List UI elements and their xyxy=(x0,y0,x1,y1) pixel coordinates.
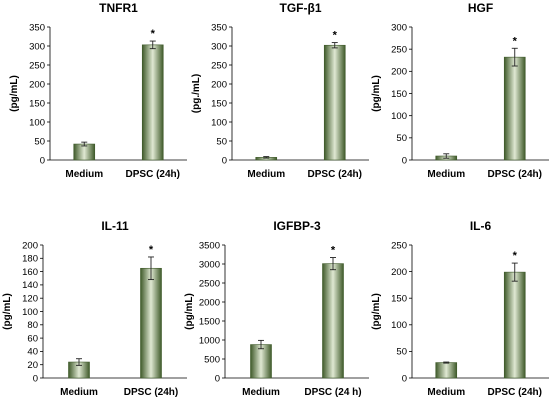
bar xyxy=(140,267,162,379)
y-tick-label: 100 xyxy=(391,111,407,122)
significance-marker: * xyxy=(513,35,518,47)
y-tick-label: 0 xyxy=(33,373,38,384)
y-tick-label: 2000 xyxy=(199,297,220,308)
category-label: Medium xyxy=(427,387,465,398)
y-tick-label: 100 xyxy=(211,117,227,128)
y-tick-label: 0 xyxy=(215,373,220,384)
chart-title: IL-11 xyxy=(101,219,129,233)
y-tick-label: 250 xyxy=(391,44,407,55)
y-tick-label: 300 xyxy=(211,41,227,52)
y-tick-label: 50 xyxy=(396,133,407,144)
category-label: DPSC (24h) xyxy=(488,387,542,398)
y-tick-label: 0 xyxy=(40,155,45,166)
chart-1: TNFR1 (pg/mL) 0 50 100 150 200 250 300 350 Medium *… xyxy=(9,1,187,180)
chart-title: IL-6 xyxy=(470,219,492,233)
y-tick-label: 40 xyxy=(27,347,38,358)
y-axis-label: (pg/mL) xyxy=(184,293,195,330)
chart-title: TNFR1 xyxy=(99,1,138,15)
chart-5: IGFBP-3 (pg/mL) 0 500 1000 1500 2000 2500 3000 35… xyxy=(184,219,369,398)
y-tick-label: 350 xyxy=(29,22,45,33)
category-label: Medium xyxy=(427,169,465,180)
category-label: Medium xyxy=(60,387,98,398)
y-tick-label: 100 xyxy=(391,320,407,331)
chart-4: IL-11 (pg/mL) 0 20 40 60 80 100 120 140 160 180 200 M… xyxy=(2,219,187,398)
significance-marker: * xyxy=(331,245,336,257)
y-tick-label: 50 xyxy=(34,136,45,147)
bar xyxy=(73,143,96,161)
y-tick-label: 200 xyxy=(211,79,227,90)
y-tick-label: 150 xyxy=(391,89,407,100)
category-label: Medium xyxy=(242,387,280,398)
chart-2: TGF-β1 (pg./mL) 0 50 100 150 200 250 300 350 Mediu… xyxy=(191,1,369,180)
y-tick-label: 250 xyxy=(391,240,407,251)
significance-marker: * xyxy=(151,28,156,40)
category-label: DPSC (24h) xyxy=(308,169,362,180)
y-tick-label: 80 xyxy=(27,320,38,331)
y-tick-label: 500 xyxy=(204,354,220,365)
chart-title: HGF xyxy=(468,1,493,15)
bar xyxy=(435,362,458,379)
category-label: DPSC (24h) xyxy=(488,169,542,180)
bar xyxy=(503,271,526,379)
y-tick-label: 200 xyxy=(391,267,407,278)
y-tick-label: 200 xyxy=(29,79,45,90)
y-tick-label: 60 xyxy=(27,333,38,344)
y-tick-label: 150 xyxy=(391,294,407,305)
y-tick-label: 350 xyxy=(211,22,227,33)
chart-3: HGF (pg/mL) 0 50 100 150 200 250 300 Medium * DPSC … xyxy=(371,1,549,180)
y-tick-label: 250 xyxy=(29,60,45,71)
category-label: DPSC (24h) xyxy=(124,387,178,398)
y-tick-label: 2500 xyxy=(199,278,220,289)
y-tick-label: 1500 xyxy=(199,316,220,327)
y-tick-label: 1000 xyxy=(199,335,220,346)
y-axis-label: (pg/mL) xyxy=(9,75,20,112)
chart-6: IL-6 (pg/mL) 0 50 100 150 200 250 Medium * DPSC (2… xyxy=(371,219,549,398)
y-tick-label: 20 xyxy=(27,360,38,371)
category-label: Medium xyxy=(247,169,285,180)
y-tick-label: 160 xyxy=(22,267,38,278)
y-tick-label: 120 xyxy=(22,294,38,305)
y-axis-label: (pg/mL) xyxy=(2,293,13,330)
y-tick-label: 300 xyxy=(29,41,45,52)
y-axis-label: (pg./mL) xyxy=(191,74,202,113)
y-tick-label: 100 xyxy=(22,307,38,318)
y-tick-label: 3000 xyxy=(199,259,220,270)
y-axis-label: (pg/mL) xyxy=(371,293,382,330)
y-tick-label: 180 xyxy=(22,254,38,265)
category-label: Medium xyxy=(65,169,103,180)
bar xyxy=(503,56,526,161)
bar xyxy=(250,344,272,379)
bar xyxy=(323,44,346,161)
y-axis-label: (pg/mL) xyxy=(371,75,382,112)
y-tick-label: 250 xyxy=(211,60,227,71)
y-tick-label: 150 xyxy=(211,98,227,109)
y-tick-label: 0 xyxy=(402,373,407,384)
y-tick-label: 3500 xyxy=(199,240,220,251)
chart-title: TGF-β1 xyxy=(280,1,322,15)
category-label: DPSC (24h) xyxy=(126,169,180,180)
y-tick-label: 200 xyxy=(391,67,407,78)
y-tick-label: 0 xyxy=(402,155,407,166)
bar xyxy=(141,44,164,161)
significance-marker: * xyxy=(513,250,518,262)
category-label: DPSC (24 h) xyxy=(304,387,361,398)
y-tick-label: 200 xyxy=(22,240,38,251)
y-tick-label: 150 xyxy=(29,98,45,109)
y-tick-label: 50 xyxy=(216,136,227,147)
y-tick-label: 300 xyxy=(391,22,407,33)
chart-title: IGFBP-3 xyxy=(273,219,321,233)
y-tick-label: 140 xyxy=(22,280,38,291)
y-tick-label: 50 xyxy=(396,347,407,358)
y-tick-label: 0 xyxy=(222,155,227,166)
significance-marker: * xyxy=(333,30,338,42)
bar xyxy=(322,263,344,379)
y-tick-label: 100 xyxy=(29,117,45,128)
significance-marker: * xyxy=(149,244,154,256)
